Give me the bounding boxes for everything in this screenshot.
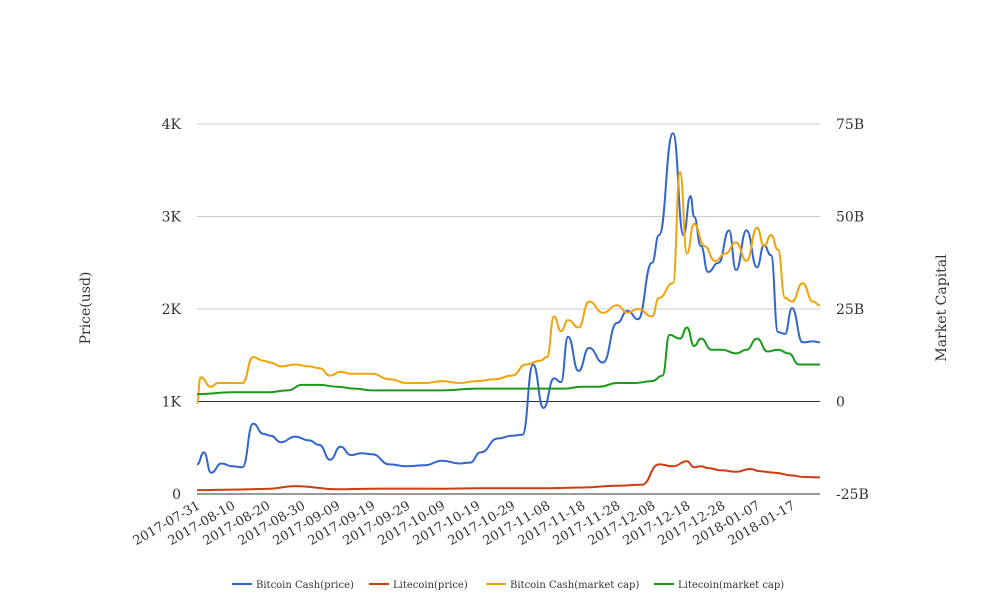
y2-axis-label: Market Capital [934,254,950,362]
y2-tick-label: -25B [836,487,869,503]
series-line [196,171,821,405]
right-axis-ticks: -25B 0 25B 50B 75B [836,117,869,503]
legend-label: Litecoin(market cap) [678,580,784,591]
y2-tick-label: 75B [836,117,864,133]
y-tick-label: 3K [162,210,182,226]
y-axis-label: Price(usd) [78,272,94,345]
y2-tick-label: 0 [836,395,845,411]
legend-label: Litecoin(price) [393,580,468,591]
series-lines [196,132,821,492]
legend-label: Bitcoin Cash(market cap) [510,580,639,591]
x-axis-ticks: 2017-07-312017-08-102017-08-202017-08-30… [131,498,798,548]
series-line [196,460,821,492]
y-tick-label: 4K [162,117,182,133]
legend-label: Bitcoin Cash(price) [256,580,354,591]
y-tick-label: 2K [162,302,182,318]
left-axis-ticks: 0 1K 2K 3K 4K [162,117,182,503]
gridlines [197,123,820,495]
y2-tick-label: 25B [836,302,864,318]
series-line [196,326,820,396]
series-line [196,132,821,474]
y2-tick-label: 50B [836,210,864,226]
y-tick-label: 0 [172,487,181,503]
legend: Bitcoin Cash(price) Litecoin(price) Bitcoi… [232,580,784,591]
y-tick-label: 1K [162,395,182,411]
